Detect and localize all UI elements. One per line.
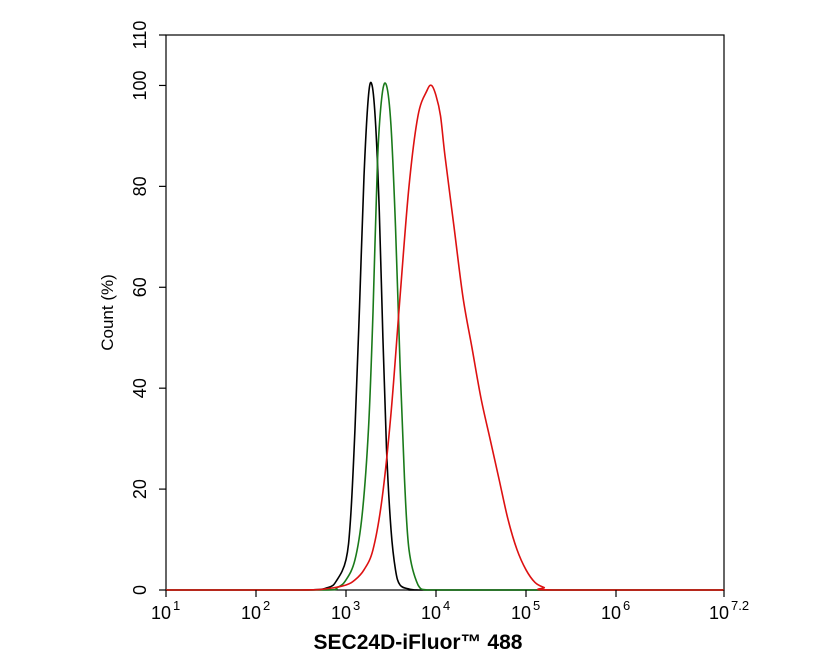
y-tick-label: 60: [130, 277, 150, 297]
x-tick-exponent: 5: [533, 598, 540, 613]
x-tick-exponent: 4: [443, 598, 450, 613]
series-line-2: [166, 82, 724, 591]
series-layer: [166, 81, 724, 591]
plot-frame: [165, 34, 725, 591]
y-tick-label: 80: [130, 176, 150, 196]
x-tick-label: 10: [601, 603, 621, 623]
x-tick-exponent: 2: [263, 598, 270, 613]
x-tick-exponent: 7.2: [731, 598, 749, 613]
series-line-1: [166, 81, 724, 591]
x-tick-label: 10: [151, 603, 171, 623]
y-tick-label: 20: [130, 479, 150, 499]
y-tick-label: 110: [130, 21, 150, 50]
x-tick-label: 10: [241, 603, 261, 623]
x-tick-label: 10: [511, 603, 531, 623]
x-tick-label: 10: [421, 603, 441, 623]
y-tick-label: 40: [130, 378, 150, 398]
y-tick-label: 0: [130, 585, 150, 595]
y-axis-label: Count (%): [98, 274, 117, 351]
x-axis-ticks: 10 1 10 2 10 3 10 4 10 5 10 6 10 7.2: [151, 590, 749, 623]
series-line-3: [166, 84, 724, 591]
y-axis-ticks: 0 20 40 60 80 100 110: [130, 21, 166, 595]
x-tick-label: 10: [331, 603, 351, 623]
x-tick-exponent: 3: [353, 598, 360, 613]
x-tick-exponent: 1: [173, 598, 180, 613]
x-axis-label: SEC24D-iFluor™ 488: [314, 631, 523, 654]
x-tick-exponent: 6: [623, 598, 630, 613]
y-tick-label: 100: [130, 70, 150, 100]
x-tick-label: 10: [709, 603, 729, 623]
